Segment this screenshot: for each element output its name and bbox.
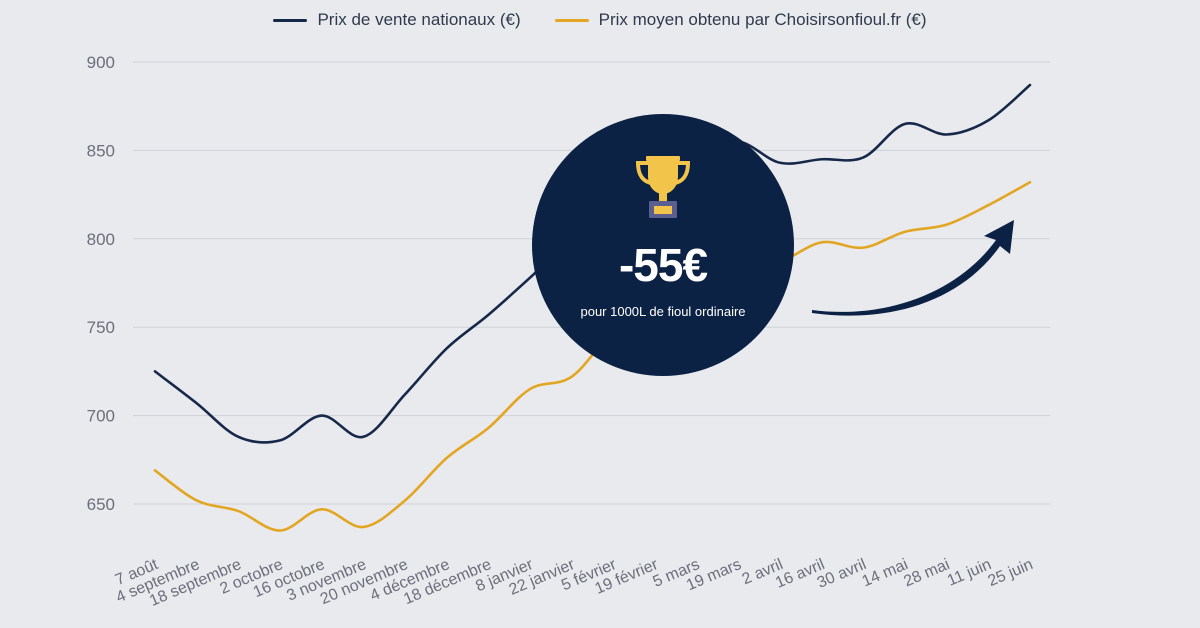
legend-label-national: Prix de vente nationaux (€) bbox=[317, 10, 521, 29]
y-axis: 650 700 750 800 850 900 bbox=[87, 53, 115, 514]
legend-item-national: Prix de vente nationaux (€) bbox=[273, 10, 521, 30]
legend-swatch-choisirsonfioul bbox=[554, 18, 589, 22]
chart-legend: Prix de vente nationaux (€) Prix moyen o… bbox=[0, 10, 1200, 30]
legend-item-choisirsonfioul: Prix moyen obtenu par Choisirsonfioul.fr… bbox=[554, 10, 927, 30]
y-tick-label: 900 bbox=[87, 53, 115, 72]
trend-arrow-icon bbox=[812, 220, 1014, 316]
trophy-icon bbox=[635, 156, 691, 218]
legend-swatch-national bbox=[273, 18, 308, 22]
y-tick-label: 700 bbox=[87, 407, 115, 426]
legend-label-choisirsonfioul: Prix moyen obtenu par Choisirsonfioul.fr… bbox=[598, 10, 927, 29]
x-tick-label: 11 juin bbox=[945, 556, 994, 590]
savings-badge: -55€ pour 1000L de fioul ordinaire bbox=[532, 114, 794, 376]
y-tick-label: 850 bbox=[87, 141, 115, 160]
x-tick-label: 25 juin bbox=[986, 556, 1036, 590]
y-tick-label: 650 bbox=[87, 495, 115, 514]
savings-amount: -55€ bbox=[618, 239, 708, 291]
y-tick-label: 750 bbox=[87, 318, 115, 337]
y-tick-label: 800 bbox=[87, 230, 115, 249]
savings-caption: pour 1000L de fioul ordinaire bbox=[580, 304, 746, 319]
